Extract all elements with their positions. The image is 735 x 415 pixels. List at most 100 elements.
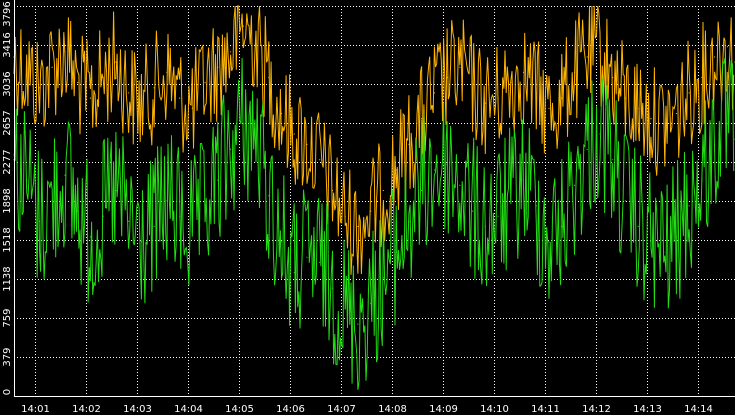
x-tick-label: 14:05: [225, 404, 254, 415]
x-tick-label: 14:01: [21, 404, 50, 415]
data-point: [26, 179, 28, 181]
x-tick-label: 14:14: [684, 404, 713, 415]
data-point: [166, 200, 168, 202]
data-point: [548, 107, 550, 109]
y-tick-label: 0: [2, 389, 13, 395]
data-point: [77, 82, 79, 84]
data-point: [204, 82, 206, 84]
data-point: [446, 164, 448, 166]
data-point: [701, 76, 703, 79]
data-point: [357, 225, 359, 228]
data-point: [586, 148, 588, 150]
data-point: [344, 215, 346, 217]
data-point: [675, 112, 678, 115]
data-point: [484, 102, 486, 104]
data-point: [357, 323, 359, 325]
data-point: [433, 92, 435, 94]
data-point: [77, 210, 79, 212]
data-point: [408, 143, 410, 145]
y-tick-label: 759: [2, 308, 13, 327]
data-point: [688, 92, 690, 94]
data-point: [535, 92, 537, 94]
data-point: [293, 133, 295, 135]
data-point: [561, 225, 563, 228]
data-point: [624, 200, 627, 202]
data-point: [128, 92, 130, 94]
data-point: [637, 225, 639, 228]
data-point: [714, 143, 716, 145]
data-point: [459, 66, 461, 68]
data-point: [497, 97, 499, 99]
x-tick-labels: 14:01 14:02 14:03 14:04 14:05 14:06 14:07 14:08…: [21, 404, 713, 415]
y-tick-label: 2657: [2, 110, 13, 135]
data-point: [230, 51, 232, 53]
data-point: [370, 302, 372, 305]
data-point: [204, 210, 206, 212]
data-point: [140, 102, 142, 104]
data-point: [115, 189, 117, 192]
data-point: [102, 215, 104, 217]
data-point: [421, 189, 423, 192]
data-point: [599, 51, 601, 53]
x-tick-label: 14:04: [174, 404, 203, 415]
data-point: [370, 210, 372, 212]
data-point: [650, 241, 652, 243]
data-point: [319, 159, 321, 161]
data-point: [140, 241, 142, 243]
data-point: [344, 308, 346, 310]
data-point: [688, 205, 690, 207]
data-point: [573, 184, 576, 186]
y-tick-labels: 0 379 759 1138 1518 1898 2277 2657 3036 3416 3796: [2, 1, 13, 395]
data-point: [268, 195, 270, 197]
y-tick-label: 3796: [2, 1, 13, 26]
y-tick-label: 1138: [2, 266, 13, 291]
x-tick-label: 14:11: [531, 404, 560, 415]
series-layer: [13, 5, 735, 390]
data-point: [38, 87, 41, 89]
data-point: [637, 107, 639, 109]
x-tick-label: 14:02: [72, 404, 101, 415]
data-point: [675, 236, 678, 238]
data-point: [650, 118, 652, 120]
data-point: [510, 200, 512, 202]
data-point: [64, 51, 66, 53]
data-point: [726, 46, 729, 48]
data-point: [599, 133, 601, 135]
data-point: [573, 71, 576, 73]
series-1: [13, 57, 735, 390]
data-point: [319, 261, 321, 263]
data-point: [280, 241, 283, 243]
data-point: [64, 174, 66, 176]
data-point: [459, 184, 461, 186]
data-point: [535, 205, 537, 207]
data-point: [472, 210, 474, 212]
data-point: [166, 71, 168, 73]
data-point: [612, 76, 614, 79]
x-tick-label: 14:10: [480, 404, 509, 415]
data-point: [395, 251, 397, 253]
data-point: [726, 123, 729, 125]
y-tick-label: 3036: [2, 71, 13, 96]
y-tick-label: 3416: [2, 32, 13, 57]
data-point: [497, 215, 499, 217]
data-point: [51, 200, 53, 202]
data-point: [153, 225, 155, 228]
data-point: [395, 169, 397, 171]
data-point: [331, 287, 334, 289]
data-point: [306, 256, 308, 258]
data-point: [701, 179, 703, 181]
data-point: [586, 56, 588, 58]
x-tick-label: 14:03: [123, 404, 152, 415]
axes: [14, 0, 735, 397]
data-point: [115, 61, 117, 63]
y-tick-label: 379: [2, 348, 13, 367]
data-point: [255, 40, 257, 43]
data-point: [548, 241, 550, 243]
series-line: [13, 57, 735, 390]
y-tick-label: 1898: [2, 188, 13, 213]
data-point: [522, 71, 525, 73]
data-point: [663, 123, 665, 125]
data-point: [714, 56, 716, 58]
data-point: [408, 220, 410, 222]
data-point: [280, 112, 283, 115]
